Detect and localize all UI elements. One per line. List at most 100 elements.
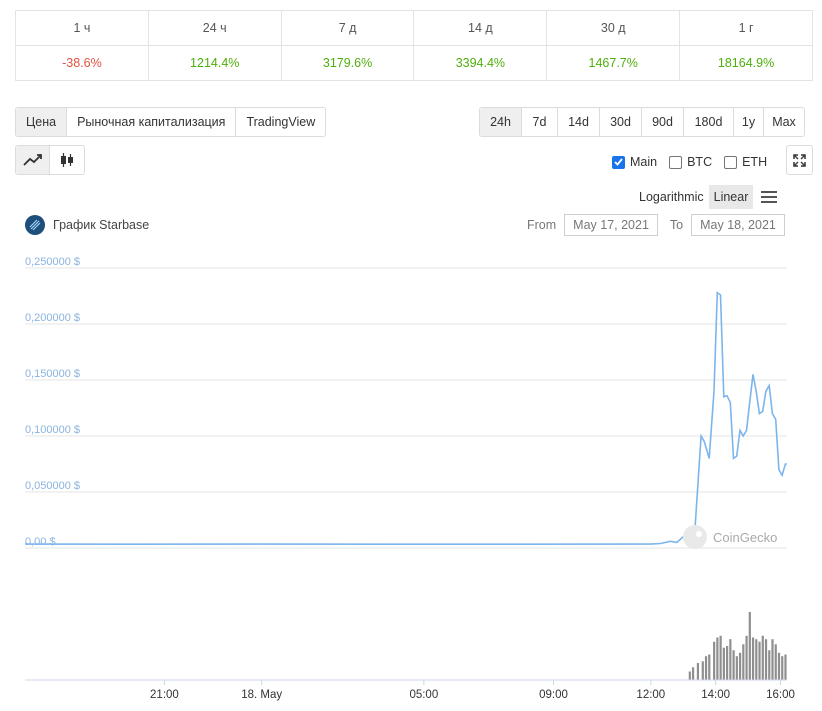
volume-bar <box>748 612 751 680</box>
volume-bar <box>761 635 764 680</box>
chart-type-toggle <box>15 145 85 175</box>
y-tick-label: 0,200000 $ <box>25 312 80 324</box>
chart-header: График Starbase <box>25 215 149 235</box>
change-30d: 1467.7% <box>546 45 681 81</box>
coingecko-logo-icon <box>683 525 707 549</box>
toggle-btc[interactable]: BTC <box>669 155 712 169</box>
performance-periods-row: 1 ч 24 ч 7 д 14 д 30 д 1 г <box>15 10 813 46</box>
x-tick-label: 05:00 <box>409 689 438 701</box>
volume-bar <box>726 646 729 680</box>
scale-logarithmic[interactable]: Logarithmic <box>639 190 704 204</box>
x-tick-label: 18. May <box>241 689 282 701</box>
range-7d[interactable]: 7d <box>522 108 558 136</box>
period-1h: 1 ч <box>15 10 149 46</box>
volume-bar <box>688 671 691 680</box>
watermark-text: CoinGecko <box>713 530 777 545</box>
change-24h: 1214.4% <box>147 45 282 81</box>
volume-bar <box>722 647 725 680</box>
volume-bar <box>768 650 771 680</box>
performance-changes-row: -38.6% 1214.4% 3179.6% 3394.4% 1467.7% 1… <box>15 45 813 81</box>
candlestick-button[interactable] <box>50 146 84 174</box>
volume-bar <box>751 637 755 680</box>
volume-bar <box>755 639 758 680</box>
y-tick-label: 0,150000 $ <box>25 368 80 380</box>
period-24h: 24 ч <box>147 10 282 46</box>
range-14d[interactable]: 14d <box>558 108 600 136</box>
scale-toggle: Logarithmic Linear <box>634 185 778 209</box>
x-tick-label: 09:00 <box>539 689 568 701</box>
volume-bar <box>716 637 719 680</box>
volume-bar <box>758 641 761 680</box>
range-1y[interactable]: 1y <box>734 108 764 136</box>
series-toggles: Main BTC ETH <box>612 155 767 169</box>
from-date-input[interactable]: May 17, 2021 <box>564 214 658 236</box>
hamburger-menu-icon[interactable] <box>761 191 778 203</box>
performance-table: 1 ч 24 ч 7 д 14 д 30 д 1 г -38.6% 1214.4… <box>15 10 813 81</box>
tab-market-cap[interactable]: Рыночная капитализация <box>67 108 237 136</box>
change-7d: 3179.6% <box>280 45 415 81</box>
volume-bar <box>719 635 722 680</box>
range-max[interactable]: Max <box>772 115 796 129</box>
toggle-eth[interactable]: ETH <box>724 155 767 169</box>
chart-mode-tabs: Цена Рыночная капитализация TradingView <box>15 107 327 137</box>
y-tick-label: 0,250000 $ <box>25 256 80 268</box>
date-range: From May 17, 2021 To May 18, 2021 <box>527 214 797 236</box>
starbase-logo-icon <box>25 215 45 235</box>
volume-bar <box>696 663 700 680</box>
volume-bar <box>735 656 738 680</box>
x-tick-label: 12:00 <box>636 689 665 701</box>
range-90d[interactable]: 90d <box>642 108 684 136</box>
period-1y: 1 г <box>679 10 813 46</box>
period-30d: 30 д <box>546 10 681 46</box>
fullscreen-button[interactable] <box>786 145 813 175</box>
tab-price[interactable]: Цена <box>16 108 68 136</box>
toggle-main[interactable]: Main <box>612 155 657 169</box>
checkbox-btc[interactable] <box>669 155 683 169</box>
y-tick-label: 0,100000 $ <box>25 424 80 436</box>
chart-grid <box>25 267 787 549</box>
range-180d[interactable]: 180d <box>684 108 734 136</box>
to-label: To <box>669 218 684 232</box>
period-7d: 7 д <box>280 10 415 46</box>
change-14d: 3394.4% <box>413 45 548 81</box>
candlestick-icon <box>61 153 73 167</box>
from-label: From <box>527 218 557 232</box>
volume-bar <box>691 667 695 680</box>
toggle-btc-label: BTC <box>687 155 713 169</box>
change-1h: -38.6% <box>15 45 149 81</box>
tab-tradingview[interactable]: TradingView <box>246 115 316 129</box>
period-14d: 14 д <box>413 10 548 46</box>
volume-bar <box>784 654 787 680</box>
volume-bar <box>777 652 781 680</box>
volume-bar <box>774 644 777 680</box>
checkbox-eth[interactable] <box>724 155 738 169</box>
volume-bar <box>708 654 711 680</box>
line-chart-button[interactable] <box>16 146 50 174</box>
volume-bar <box>738 652 742 680</box>
volume-bar <box>701 661 704 680</box>
volume-bar <box>745 635 748 680</box>
volume-bars <box>688 612 787 680</box>
x-tick-label: 14:00 <box>701 689 730 701</box>
y-tick-label: 0,00 $ <box>25 536 56 548</box>
checkmark-icon <box>614 158 623 166</box>
change-1y: 18164.9% <box>679 45 813 81</box>
range-30d[interactable]: 30d <box>600 108 642 136</box>
volume-bar <box>729 639 732 680</box>
time-range-tabs: 24h 7d 14d 30d 90d 180d 1y Max <box>479 107 805 137</box>
volume-bar <box>742 644 745 680</box>
price-line <box>24 291 787 546</box>
y-axis-labels: 0,00 $ 0,050000 $ 0,100000 $ 0,150000 $ 0,20… <box>25 256 80 548</box>
to-date-input[interactable]: May 18, 2021 <box>691 214 785 236</box>
x-tick-label: 21:00 <box>150 689 179 701</box>
scale-linear[interactable]: Linear <box>708 185 754 209</box>
expand-icon <box>793 153 806 167</box>
x-tick-label: 16:00 <box>766 689 795 701</box>
toggle-eth-label: ETH <box>742 155 768 169</box>
volume-bar <box>764 639 768 680</box>
volume-bar <box>732 650 735 680</box>
coingecko-watermark: CoinGecko <box>683 525 777 549</box>
price-chart[interactable]: 0,00 $ 0,050000 $ 0,100000 $ 0,150000 $ 0,20… <box>0 250 822 711</box>
range-24h[interactable]: 24h <box>480 108 522 136</box>
checkbox-main[interactable] <box>612 155 625 169</box>
